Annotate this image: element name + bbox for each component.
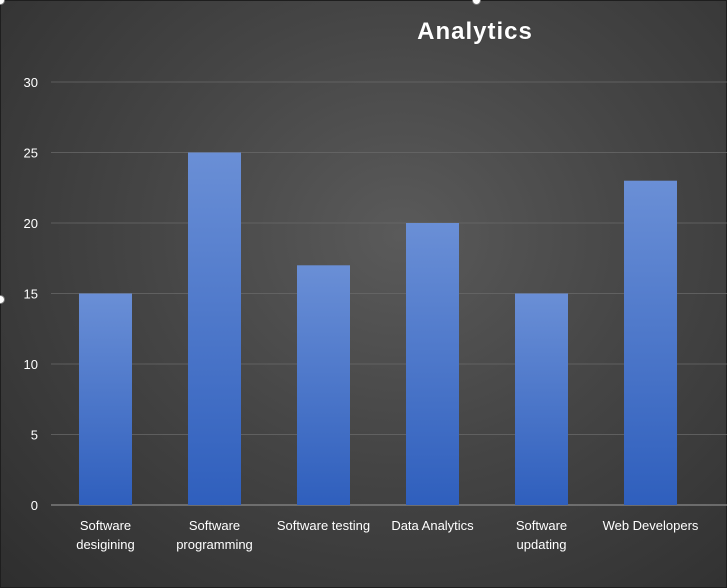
y-tick-label: 25 bbox=[24, 146, 38, 161]
x-tick-label: Web Developers bbox=[603, 518, 699, 533]
resize-handle-left[interactable] bbox=[0, 295, 5, 304]
x-tick-label-line: Software bbox=[80, 518, 131, 533]
x-tick-label: Software updating bbox=[516, 518, 567, 552]
resize-handle-top-left[interactable] bbox=[0, 0, 5, 5]
bar[interactable] bbox=[624, 180, 677, 505]
x-tick-label-line: Software bbox=[189, 518, 240, 533]
bars bbox=[79, 152, 677, 506]
x-tick-label-line: programming bbox=[176, 537, 253, 552]
x-tick-label-line: updating bbox=[517, 537, 567, 552]
bar[interactable] bbox=[297, 265, 350, 505]
y-tick-label: 15 bbox=[24, 287, 38, 302]
y-tick-label: 0 bbox=[31, 498, 38, 513]
bar[interactable] bbox=[188, 152, 241, 506]
x-tick-label-line: desigining bbox=[76, 537, 135, 552]
x-tick-label-line: Data Analytics bbox=[391, 518, 474, 533]
bar[interactable] bbox=[515, 293, 568, 506]
bar[interactable] bbox=[79, 293, 132, 506]
y-tick-label: 5 bbox=[31, 428, 38, 443]
y-axis-ticks: 0 5 10 15 20 25 30 bbox=[24, 75, 38, 513]
gridlines bbox=[51, 81, 727, 506]
x-tick-label: Data Analytics bbox=[391, 518, 474, 533]
x-tick-label-line: Web Developers bbox=[603, 518, 699, 533]
resize-handle-top[interactable] bbox=[472, 0, 481, 5]
chart-title: Analytics bbox=[417, 18, 533, 45]
y-tick-label: 20 bbox=[24, 216, 38, 231]
x-tick-label-line: Software testing bbox=[277, 518, 370, 533]
x-tick-label-line: Software bbox=[516, 518, 567, 533]
x-tick-label: Software testing bbox=[277, 518, 370, 533]
y-tick-label: 30 bbox=[24, 75, 38, 90]
x-tick-label: Software programming bbox=[176, 518, 253, 552]
y-tick-label: 10 bbox=[24, 357, 38, 372]
bar[interactable] bbox=[406, 223, 459, 505]
x-tick-label: Software desigining bbox=[76, 518, 135, 552]
